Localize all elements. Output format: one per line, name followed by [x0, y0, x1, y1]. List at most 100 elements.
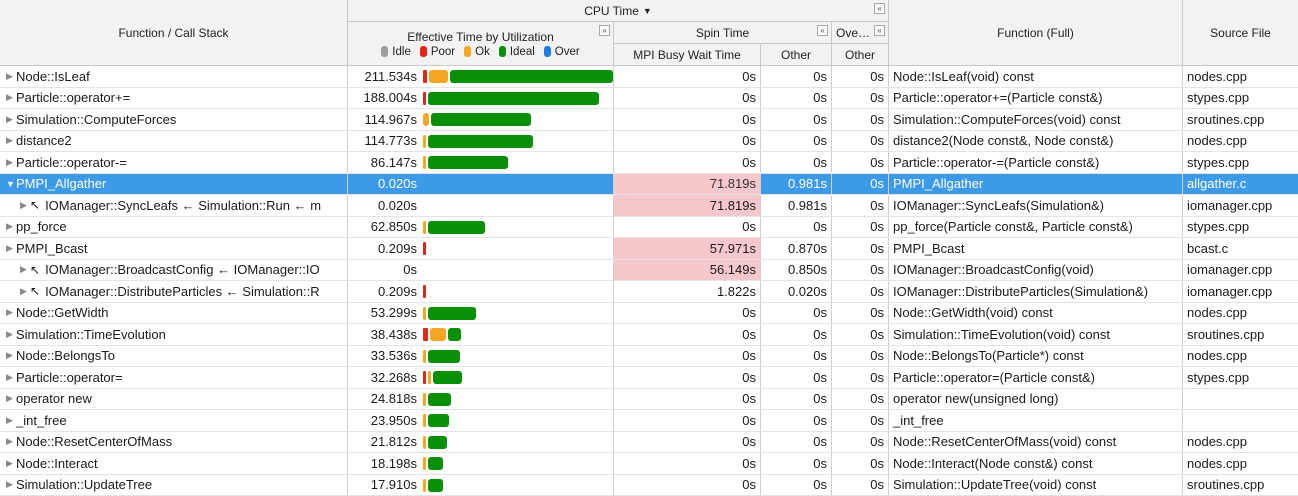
collapsed-triangle-icon[interactable]: ▶: [6, 350, 16, 361]
spin-other-cell: 0s: [761, 453, 832, 474]
overhead-other-cell: 0s: [832, 303, 889, 324]
table-row[interactable]: ▶↖IOManager::BroadcastConfig ← IOManager…: [0, 260, 1298, 282]
header-overhead-other[interactable]: Other: [832, 44, 889, 66]
utilization-bar-ok: [423, 156, 426, 169]
collapsed-triangle-icon[interactable]: ▶: [6, 372, 16, 383]
collapsed-triangle-icon[interactable]: ▶: [6, 157, 16, 168]
legend-poor[interactable]: Poor: [420, 46, 455, 58]
header-spin-time[interactable]: Spin Time «: [614, 22, 832, 44]
utilization-bar: [421, 410, 613, 431]
utilization-bar-poor: [423, 92, 426, 105]
effective-time-value: 62.850s: [348, 219, 421, 234]
legend-ideal[interactable]: Ideal: [499, 46, 535, 58]
mpi-busy-wait-cell: 57.971s: [614, 238, 761, 259]
header-overhead-time[interactable]: Ove… «: [832, 22, 889, 44]
function-full-cell: pp_force(Particle const&, Particle const…: [889, 217, 1183, 238]
collapse-cpu-time-icon[interactable]: «: [874, 3, 885, 14]
collapsed-triangle-icon[interactable]: ▶: [6, 307, 16, 318]
function-name: Particle::operator=: [16, 370, 123, 385]
collapse-overhead-time-icon[interactable]: «: [874, 25, 885, 36]
function-full-cell: IOManager::DistributeParticles(Simulatio…: [889, 281, 1183, 302]
function-full-cell: Particle::operator+=(Particle const&): [889, 88, 1183, 109]
collapsed-triangle-icon[interactable]: ▶: [20, 200, 30, 211]
header-spin-time-label: Spin Time: [696, 26, 749, 40]
collapsed-triangle-icon[interactable]: ▶: [6, 479, 16, 490]
collapsed-triangle-icon[interactable]: ▶: [6, 221, 16, 232]
legend-idle[interactable]: Idle: [381, 46, 411, 58]
header-cpu-time[interactable]: CPU Time ▼ «: [348, 0, 889, 22]
collapsed-triangle-icon[interactable]: ▶: [6, 92, 16, 103]
collapse-spin-time-icon[interactable]: «: [817, 25, 828, 36]
header-spin-other[interactable]: Other: [761, 44, 832, 66]
legend-ok-label: Ok: [475, 46, 490, 58]
utilization-bar-ok: [430, 328, 446, 341]
collapsed-triangle-icon[interactable]: ▶: [6, 71, 16, 82]
collapsed-triangle-icon[interactable]: ▶: [20, 286, 30, 297]
collapsed-triangle-icon[interactable]: ▶: [6, 436, 16, 447]
utilization-bar: [421, 109, 613, 130]
header-function-full[interactable]: Function (Full): [889, 0, 1183, 66]
function-full-cell: Simulation::ComputeForces(void) const: [889, 109, 1183, 130]
source-file-cell: stypes.cpp: [1183, 217, 1298, 238]
function-call-stack-cell: ▶Node::GetWidth: [0, 303, 348, 324]
collapsed-triangle-icon[interactable]: ▶: [6, 135, 16, 146]
header-function-call-stack[interactable]: Function / Call Stack: [0, 0, 348, 66]
table-row[interactable]: ▶↖IOManager::DistributeParticles ← Simul…: [0, 281, 1298, 303]
function-name: Node::IsLeaf: [16, 69, 90, 84]
utilization-bar-poor: [423, 328, 428, 341]
function-call-stack-cell: ▶Node::Interact: [0, 453, 348, 474]
collapsed-triangle-icon[interactable]: ▶: [6, 114, 16, 125]
function-call-stack-cell: ▶↖IOManager::BroadcastConfig ← IOManager…: [0, 260, 348, 281]
function-call-stack-cell: ▶Particle::operator-=: [0, 152, 348, 173]
function-name: PMPI_Bcast: [16, 241, 88, 256]
expanded-triangle-icon[interactable]: ▼: [6, 179, 16, 189]
overhead-other-cell: 0s: [832, 475, 889, 496]
table-row[interactable]: ▶↖IOManager::SyncLeafs ← Simulation::Run…: [0, 195, 1298, 217]
header-function-call-stack-label: Function / Call Stack: [118, 26, 228, 40]
collapsed-triangle-icon[interactable]: ▶: [6, 329, 16, 340]
legend-ok[interactable]: Ok: [464, 46, 490, 58]
overhead-other-cell: 0s: [832, 66, 889, 87]
collapsed-triangle-icon[interactable]: ▶: [6, 243, 16, 254]
header-effective-time-label: Effective Time by Utilization: [407, 30, 554, 44]
legend-over[interactable]: Over: [544, 46, 580, 58]
utilization-bar-poor: [423, 242, 426, 255]
header-mpi-busy-wait[interactable]: MPI Busy Wait Time: [614, 44, 761, 66]
collapsed-triangle-icon[interactable]: ▶: [6, 393, 16, 404]
collapsed-triangle-icon[interactable]: ▶: [20, 264, 30, 275]
spin-other-cell: 0s: [761, 410, 832, 431]
sort-descending-icon[interactable]: ▼: [643, 6, 652, 16]
expand-effective-time-icon[interactable]: »: [599, 25, 610, 36]
header-effective-time[interactable]: Effective Time by Utilization Idle Poor …: [348, 22, 614, 66]
collapsed-triangle-icon[interactable]: ▶: [6, 415, 16, 426]
function-name: Node::Interact: [16, 456, 98, 471]
source-file-cell: nodes.cpp: [1183, 303, 1298, 324]
spin-other-cell: 0s: [761, 152, 832, 173]
collapsed-triangle-icon[interactable]: ▶: [6, 458, 16, 469]
header-source-file[interactable]: Source File: [1183, 0, 1298, 66]
spin-other-cell: 0s: [761, 217, 832, 238]
function-call-stack-cell: ▶Node::BelongsTo: [0, 346, 348, 367]
effective-time-cell: 0.209s: [348, 238, 614, 259]
function-name: _int_free: [16, 413, 67, 428]
spin-other-cell: 0.870s: [761, 238, 832, 259]
effective-time-cell: 33.536s: [348, 346, 614, 367]
